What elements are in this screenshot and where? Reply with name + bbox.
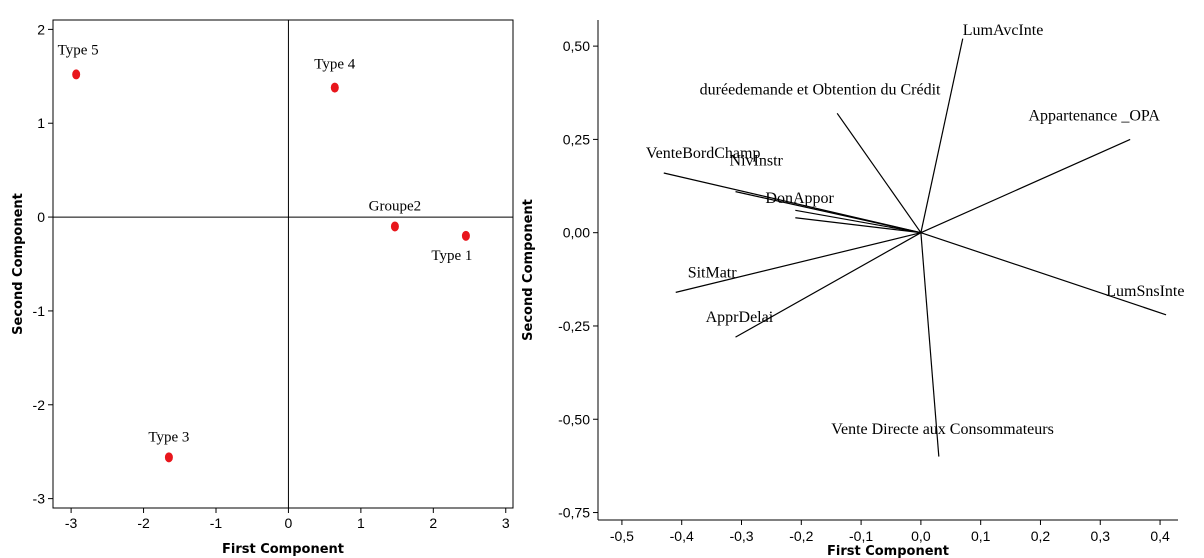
- vector-label: DonAppor: [765, 190, 834, 207]
- score-plot-x-ticks: -3 -2 -1 0 1 2 3: [65, 508, 510, 531]
- y-tick-label: -0,75: [558, 505, 590, 521]
- point-label: Groupe2: [369, 198, 422, 214]
- score-plot-y-ticks: -3 -2 -1 0 1 2: [33, 21, 53, 507]
- y-tick-label: 0,50: [563, 38, 590, 54]
- x-tick-label: -0,5: [610, 528, 634, 544]
- vector-label: Appartenance _OPA: [1029, 108, 1161, 125]
- loading-vector: [795, 217, 921, 234]
- x-tick-label: -2: [137, 515, 150, 531]
- vector-label: Vente Directe aux Consommateurs: [831, 421, 1054, 438]
- y-tick-label: 1: [37, 115, 45, 131]
- x-tick-label: 0,2: [1031, 528, 1051, 544]
- y-tick-label: -1: [33, 303, 46, 319]
- loading-vector: [735, 232, 922, 338]
- x-tick-label: 1: [357, 515, 365, 531]
- y-tick-label: -0,25: [558, 318, 590, 334]
- y-tick-label: 0: [37, 209, 45, 225]
- point-label: Type 4: [314, 57, 356, 73]
- data-point: [330, 82, 339, 93]
- y-tick-label: -0,50: [558, 411, 590, 427]
- vector-label: LumAvcInte: [963, 22, 1044, 39]
- point-label: Type 3: [148, 429, 189, 445]
- data-point: [390, 221, 399, 232]
- loading-vector: [920, 38, 964, 233]
- x-tick-label: -3: [65, 515, 78, 531]
- loading-vector: [735, 191, 922, 234]
- loading-vector: [920, 232, 940, 457]
- score-plot-reference-lines: [53, 20, 513, 508]
- score-plot-points: Type 5 Type 4 Groupe2 Type 1 Type 3: [58, 42, 472, 463]
- vector-label: LumSnsInte: [1106, 283, 1184, 300]
- score-plot-frame: [52, 19, 514, 509]
- x-tick-label: -0,2: [789, 528, 813, 544]
- x-tick-label: 0,1: [971, 528, 991, 544]
- vector-label: ApprDelai: [706, 309, 774, 326]
- x-tick-label: -0,4: [670, 528, 694, 544]
- vector-label: SitMatr: [688, 264, 738, 281]
- loading-plot-axes: [597, 20, 1178, 521]
- loading-plot-y-axis-title: Second Component: [521, 199, 536, 341]
- loading-vector: [675, 232, 922, 293]
- x-tick-label: 3: [502, 515, 510, 531]
- x-tick-label: 0,0: [911, 528, 931, 544]
- loading-vector: [920, 232, 1167, 316]
- data-point: [461, 230, 470, 241]
- score-plot: -3 -2 -1 0 1 2 3 -3 -2 -1 0 1 2 Type 5 Type 4 Groupe2…: [11, 19, 514, 557]
- vector-label: VenteBordChamp: [646, 145, 761, 162]
- loading-plot-y-ticks: -0,75 -0,50 -0,25 0,00 0,25 0,50: [558, 38, 598, 521]
- x-tick-label: 0,4: [1150, 528, 1170, 544]
- vector-label: NivInstr: [730, 153, 784, 170]
- loading-plot: -0,5 -0,4 -0,3 -0,2 -0,1 0,0 0,1 0,2 0,3 0,4 -0,7…: [521, 20, 1184, 558]
- x-tick-label: -0,3: [729, 528, 753, 544]
- y-tick-label: -2: [33, 397, 46, 413]
- score-plot-x-axis-title: First Component: [222, 542, 344, 557]
- y-tick-label: 0,25: [563, 131, 590, 147]
- x-tick-label: -1: [210, 515, 223, 531]
- loading-vector: [795, 209, 921, 234]
- vector-label: duréedemande et Obtention du Crédit: [700, 82, 941, 99]
- x-tick-label: -0,1: [849, 528, 873, 544]
- y-tick-label: 0,00: [563, 225, 590, 241]
- score-plot-y-axis-title: Second Component: [11, 193, 26, 335]
- x-tick-label: 2: [429, 515, 437, 531]
- y-tick-label: -3: [33, 491, 46, 507]
- data-point: [164, 452, 173, 463]
- point-label: Type 1: [431, 248, 472, 264]
- point-label: Type 5: [58, 42, 99, 58]
- loading-vector: [836, 112, 922, 234]
- loading-plot-x-axis-title: First Component: [827, 544, 949, 558]
- loading-vector: [920, 138, 1131, 234]
- data-point: [72, 69, 81, 80]
- x-tick-label: 0,3: [1091, 528, 1111, 544]
- x-tick-label: 0: [285, 515, 293, 531]
- y-tick-label: 2: [37, 21, 45, 37]
- loading-plot-vectors: LumAvcInte duréedemande et Obtention du C…: [646, 22, 1184, 457]
- loading-plot-x-ticks: -0,5 -0,4 -0,3 -0,2 -0,1 0,0 0,1 0,2 0,3 0,4: [610, 520, 1170, 544]
